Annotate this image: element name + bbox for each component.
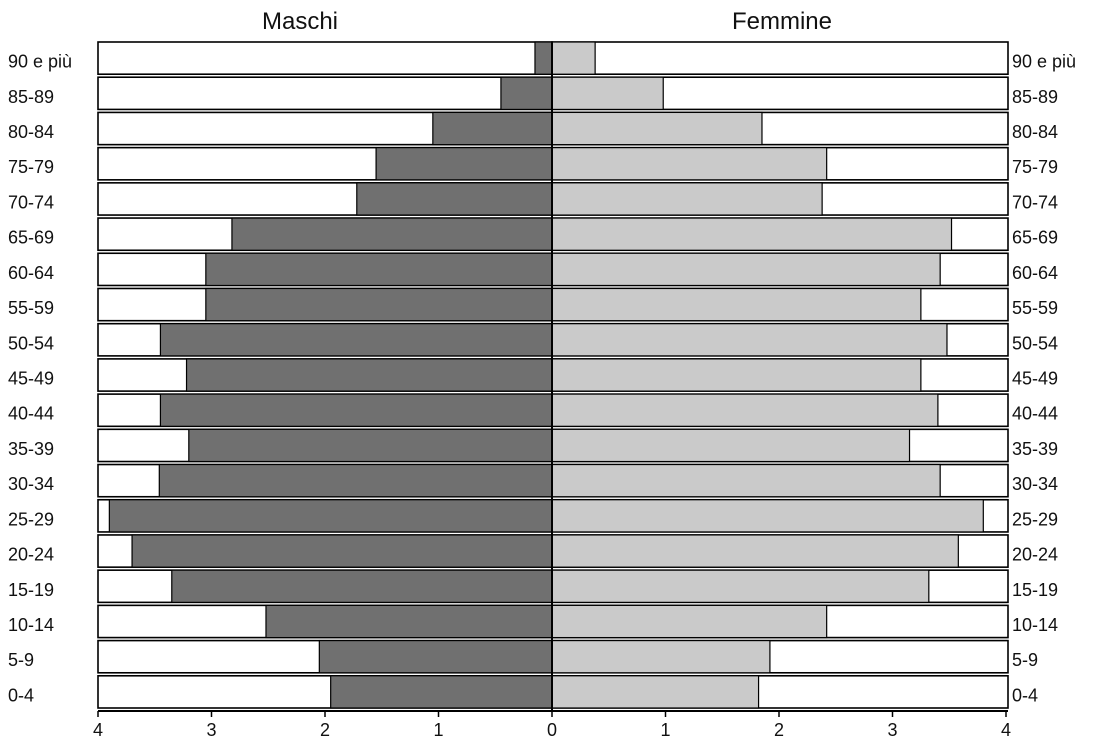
male-bar	[205, 287, 553, 322]
row-frame-left	[97, 76, 553, 111]
female-bar	[551, 182, 823, 216]
age-label-right: 55-59	[1012, 298, 1058, 318]
females-header: Femmine	[732, 8, 832, 35]
male-bar	[375, 147, 553, 181]
age-label-left: 60-64	[8, 263, 54, 283]
male-bar	[188, 428, 553, 463]
male-bar	[205, 252, 553, 287]
female-bar	[551, 358, 922, 392]
male-bar	[318, 639, 553, 674]
age-label-right: 0-4	[1012, 685, 1038, 705]
age-label-left: 50-54	[8, 333, 54, 353]
age-label-left: 5-9	[8, 650, 34, 670]
female-bar	[551, 534, 959, 568]
row-frame-left	[97, 41, 553, 76]
x-tick-label-right: 2	[774, 720, 784, 740]
male-bar	[231, 217, 553, 251]
age-label-right: 30-34	[1012, 474, 1058, 494]
age-label-left: 20-24	[8, 545, 54, 565]
age-label-left: 25-29	[8, 509, 54, 529]
age-label-left: 90 e più	[8, 52, 72, 72]
age-label-right: 80-84	[1012, 122, 1058, 142]
female-bar	[551, 41, 596, 75]
female-bar	[551, 428, 911, 463]
male-bar	[159, 323, 553, 357]
age-label-right: 90 e più	[1012, 52, 1076, 72]
x-tick-label-left: 4	[93, 720, 103, 740]
female-bar	[551, 111, 763, 146]
female-bar	[551, 499, 984, 533]
age-label-right: 20-24	[1012, 545, 1058, 565]
female-bar	[551, 675, 760, 709]
males-header: Maschi	[262, 8, 338, 35]
age-label-left: 75-79	[8, 157, 54, 177]
x-tick-label-left: 1	[433, 720, 443, 740]
x-tick-label-right: 3	[887, 720, 897, 740]
age-label-right: 45-49	[1012, 369, 1058, 389]
female-bar	[551, 287, 922, 322]
age-label-left: 0-4	[8, 685, 34, 705]
age-label-right: 40-44	[1012, 404, 1058, 424]
female-bar	[551, 147, 828, 181]
age-label-right: 10-14	[1012, 615, 1058, 635]
male-bar	[159, 393, 553, 427]
age-label-left: 55-59	[8, 298, 54, 318]
male-bar	[534, 41, 553, 75]
age-label-left: 80-84	[8, 122, 54, 142]
x-tick-label-right: 0	[547, 720, 557, 740]
male-bar	[330, 675, 553, 709]
male-bar	[500, 76, 553, 111]
age-label-right: 70-74	[1012, 192, 1058, 212]
age-label-right: 75-79	[1012, 157, 1058, 177]
male-bar	[432, 111, 553, 146]
male-bar	[171, 569, 553, 603]
age-label-right: 85-89	[1012, 87, 1058, 107]
row-frame-right	[551, 41, 1009, 76]
female-bar	[551, 604, 828, 639]
age-label-left: 45-49	[8, 369, 54, 389]
age-label-right: 35-39	[1012, 439, 1058, 459]
female-bar	[551, 76, 664, 111]
female-bar	[551, 252, 941, 287]
x-tick-label-left: 3	[206, 720, 216, 740]
female-bar	[551, 217, 953, 251]
female-bar	[551, 463, 941, 498]
female-bar	[551, 393, 939, 427]
female-bar	[551, 569, 930, 603]
age-label-left: 40-44	[8, 404, 54, 424]
age-label-right: 15-19	[1012, 580, 1058, 600]
male-bar	[265, 604, 553, 639]
age-label-right: 65-69	[1012, 228, 1058, 248]
x-tick-label-right: 1	[660, 720, 670, 740]
x-tick-label-right: 4	[1001, 720, 1011, 740]
age-label-left: 15-19	[8, 580, 54, 600]
age-label-right: 25-29	[1012, 509, 1058, 529]
age-label-right: 5-9	[1012, 650, 1038, 670]
x-tick-label-left: 2	[320, 720, 330, 740]
age-label-left: 35-39	[8, 439, 54, 459]
age-label-left: 10-14	[8, 615, 54, 635]
age-label-left: 30-34	[8, 474, 54, 494]
male-bar	[356, 182, 553, 216]
female-bar	[551, 323, 948, 357]
male-bar	[158, 463, 553, 498]
male-bar	[108, 499, 553, 533]
male-bar	[131, 534, 553, 568]
age-label-right: 50-54	[1012, 333, 1058, 353]
female-bar	[551, 639, 771, 674]
age-label-right: 60-64	[1012, 263, 1058, 283]
age-label-left: 65-69	[8, 228, 54, 248]
age-label-left: 70-74	[8, 192, 54, 212]
age-label-left: 85-89	[8, 87, 54, 107]
male-bar	[185, 358, 553, 392]
